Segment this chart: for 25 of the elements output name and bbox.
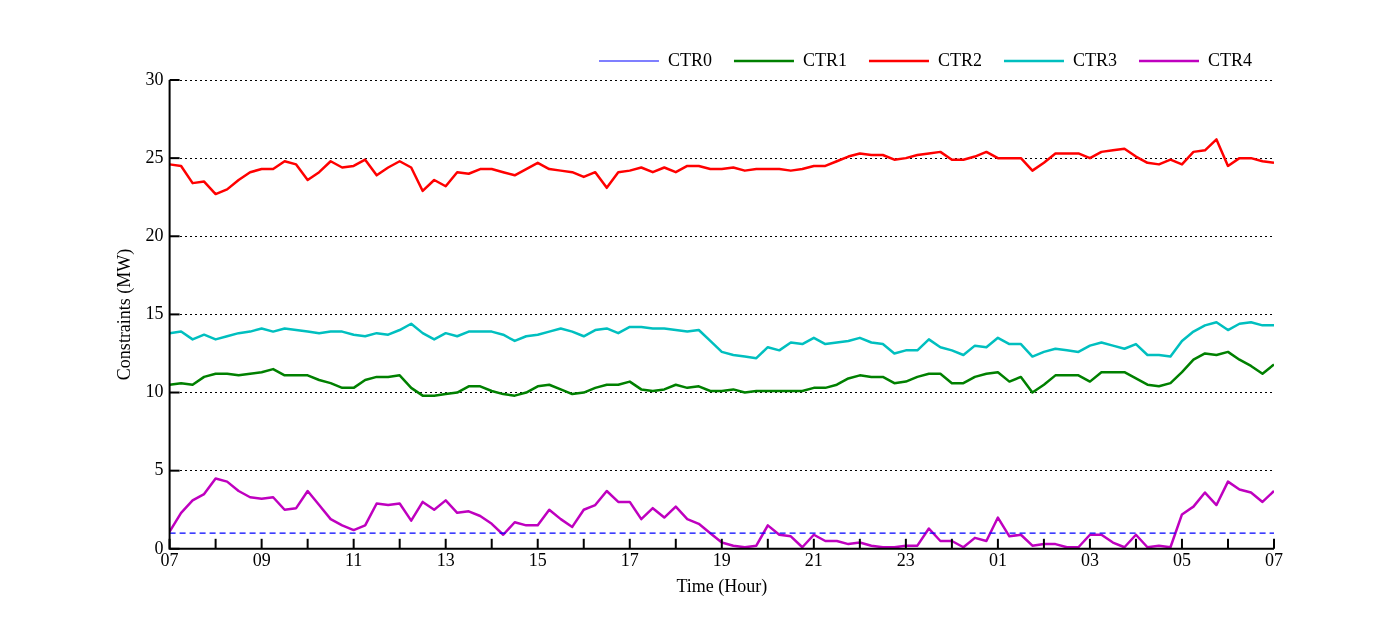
y-axis-title: Constraints (MW) (113, 248, 135, 381)
x-tick-label: 13 (436, 550, 455, 571)
x-tick-label: 17 (620, 550, 639, 571)
x-tick-label: 01 (988, 550, 1007, 571)
y-tick-label: 30 (145, 68, 164, 89)
x-tick-label: 05 (1172, 550, 1191, 571)
x-tick-label: 19 (712, 550, 731, 571)
y-tick-label: 25 (145, 146, 164, 167)
x-tick-label: 23 (896, 550, 915, 571)
y-tick-label: 15 (145, 303, 164, 324)
x-tick-label: 15 (528, 550, 547, 571)
legend-label: CTR0 (667, 49, 712, 70)
y-tick-label: 10 (145, 381, 164, 402)
y-tick-label: 20 (145, 225, 164, 245)
x-tick-label: 09 (252, 550, 271, 571)
legend-label: CTR2 (937, 49, 982, 70)
x-axis-title: Time (Hour) (676, 575, 768, 597)
x-tick-label: 03 (1080, 550, 1099, 571)
x-tick-label: 21 (804, 550, 823, 571)
x-tick-label: 07 (1265, 550, 1283, 571)
y-tick-label: 5 (154, 459, 164, 480)
legend-label: CTR4 (1207, 49, 1253, 70)
legend-label: CTR3 (1072, 49, 1117, 70)
legend-label: CTR1 (802, 49, 847, 70)
x-tick-label: 11 (344, 550, 363, 571)
